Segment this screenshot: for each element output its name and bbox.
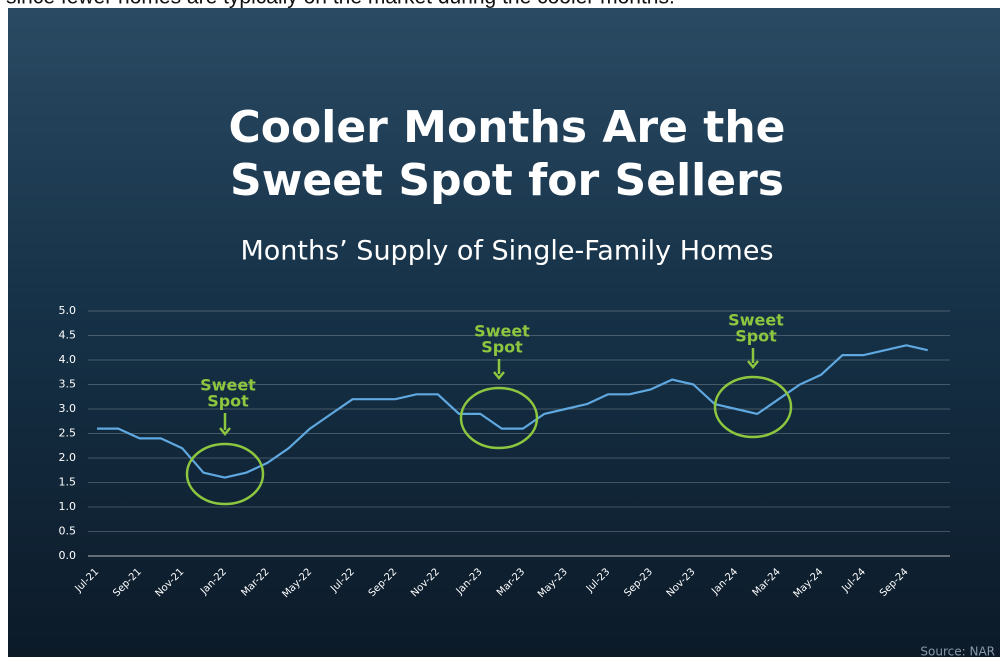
y-tick-label: 1.0 <box>59 500 77 513</box>
y-tick-label: 4.0 <box>59 353 77 366</box>
y-tick-label: 0.0 <box>59 549 77 562</box>
chart-title: Sweet Spot for Sellers <box>230 155 784 206</box>
chart-subtitle: Months’ Supply of Single-Family Homes <box>240 236 773 267</box>
chart-title: Cooler Months Are the <box>228 102 785 153</box>
source: Source: NAR <box>920 645 995 657</box>
y-tick-label: 3.0 <box>59 402 77 415</box>
caption: since fewer homes are typically on the m… <box>6 0 675 9</box>
annotation-text: Spot <box>481 338 523 357</box>
annotation-text: Spot <box>207 392 249 411</box>
y-tick-label: 1.5 <box>59 476 77 489</box>
y-tick-label: 2.5 <box>59 427 77 440</box>
y-tick-label: 3.5 <box>59 378 77 391</box>
y-tick-label: 2.0 <box>59 451 77 464</box>
y-tick-label: 5.0 <box>59 304 77 317</box>
y-tick-label: 4.5 <box>59 329 77 342</box>
annotation-text: Spot <box>735 327 777 346</box>
chart: since fewer homes are typically on the m… <box>0 0 1000 657</box>
y-tick-label: 0.5 <box>59 525 77 538</box>
